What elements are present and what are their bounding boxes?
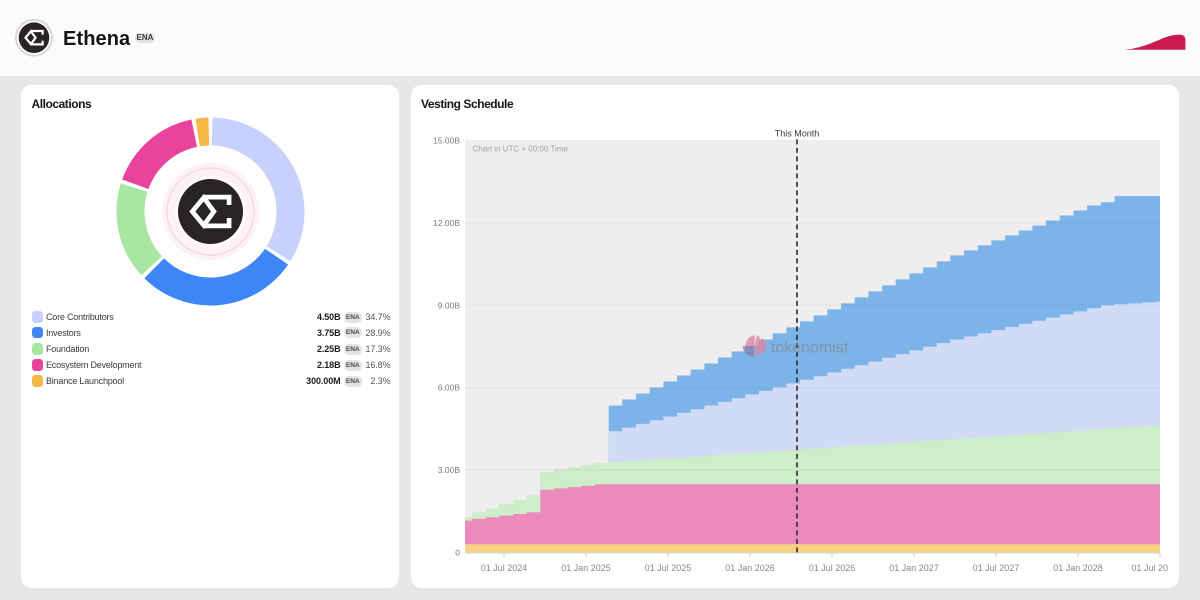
svg-text:01 Jan 2025: 01 Jan 2025 [561,563,611,573]
svg-text:01 Jan 2028: 01 Jan 2028 [1053,563,1103,573]
svg-text:6.00B: 6.00B [438,383,461,393]
svg-text:01 Jul 2024: 01 Jul 2024 [481,563,528,573]
svg-text:15.00B: 15.00B [433,136,460,146]
svg-text:01 Jul 2025: 01 Jul 2025 [645,563,692,573]
svg-text:This Month: This Month [775,129,820,139]
svg-text:01 Jan 2026: 01 Jan 2026 [725,563,775,573]
svg-text:tokenomist: tokenomist [771,340,849,357]
svg-text:01 Jul 20: 01 Jul 20 [1131,563,1168,573]
svg-text:01 Jul 2026: 01 Jul 2026 [809,563,856,573]
svg-text:01 Jan 2027: 01 Jan 2027 [889,563,939,573]
svg-text:Chart in UTC + 00:00 Time: Chart in UTC + 00:00 Time [473,145,569,154]
svg-text:3.00B: 3.00B [438,465,461,475]
svg-text:9.00B: 9.00B [438,300,461,310]
svg-text:01 Jul 2027: 01 Jul 2027 [973,563,1020,573]
svg-text:12.00B: 12.00B [433,218,460,228]
svg-text:0: 0 [455,547,460,557]
